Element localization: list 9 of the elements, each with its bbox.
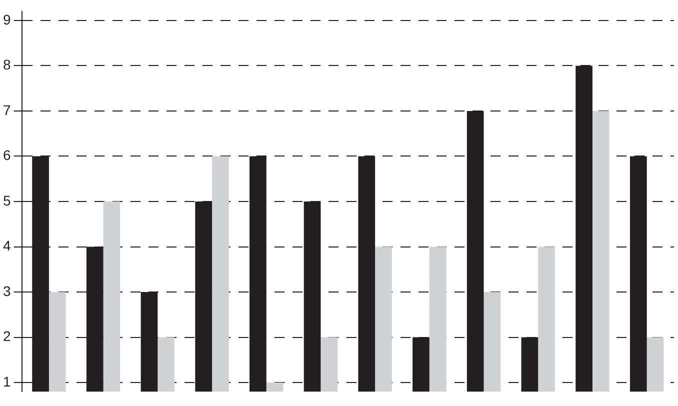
y-tick-label: 6 <box>2 147 11 164</box>
y-tick-label: 9 <box>2 11 11 28</box>
y-tick-label: 4 <box>2 238 11 254</box>
y-tick-label: 5 <box>2 192 11 208</box>
y-tick-label: 1 <box>2 373 11 390</box>
y-tick-label: 8 <box>2 56 11 73</box>
y-tick-label: 7 <box>2 102 11 118</box>
y-tick-label: 2 <box>2 328 11 344</box>
y-tick-label: 3 <box>2 282 11 299</box>
